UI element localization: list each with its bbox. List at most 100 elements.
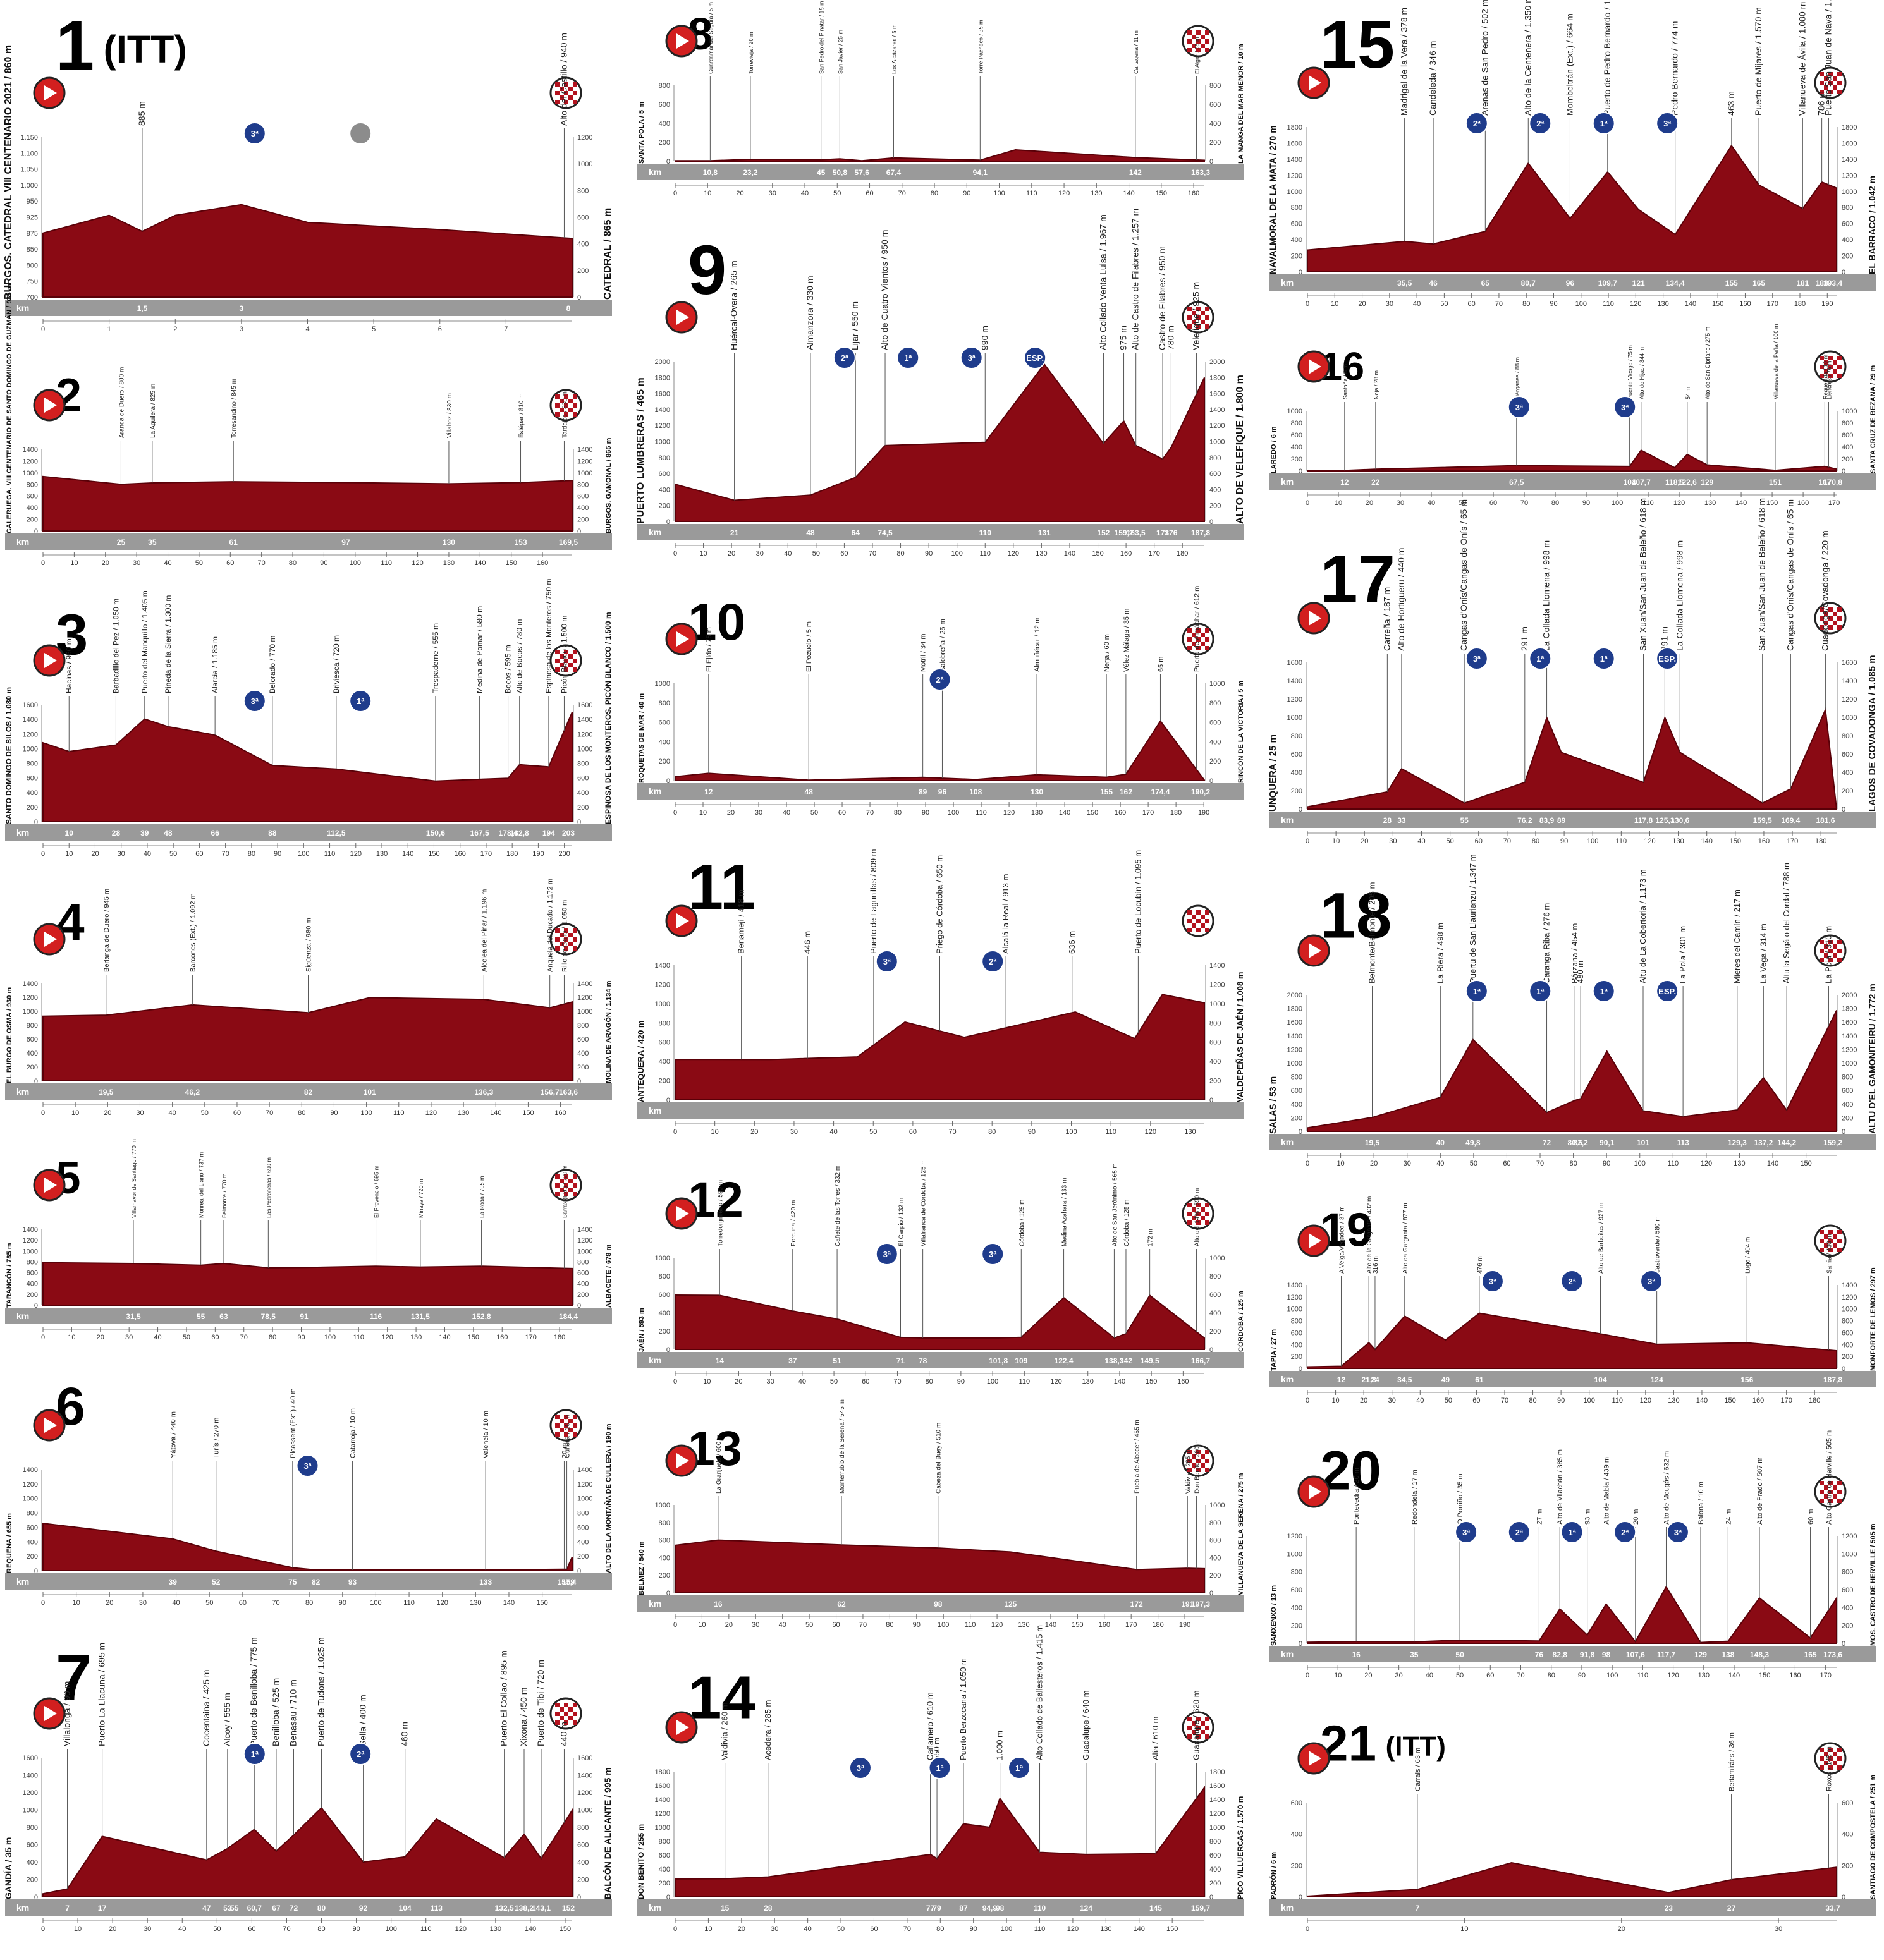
x-axis-tick-label: 190: [1198, 809, 1209, 817]
start-marker-icon: [1297, 934, 1330, 967]
y-tick-left: 1200: [23, 458, 38, 465]
x-axis-tick-label: 6: [438, 326, 442, 333]
km-mark: 101: [1637, 1138, 1649, 1147]
km-bar-label: km: [1281, 1374, 1294, 1384]
x-axis-tick-label: 70: [859, 1621, 867, 1629]
route-point-label: 460 m: [400, 1722, 410, 1746]
y-tick-right: 400: [1842, 1101, 1853, 1109]
km-bar: [1269, 1134, 1876, 1150]
km-mark: 110: [979, 528, 992, 537]
y-tick-right: 800: [1209, 1273, 1221, 1281]
x-axis-tick-label: 50: [1470, 1160, 1477, 1167]
km-bar: [1269, 473, 1876, 490]
y-tick-right: 1200: [1842, 1294, 1857, 1301]
y-tick-left: 400: [1291, 444, 1302, 451]
y-tick-left: 200: [659, 139, 670, 147]
route-point-label: Alto de Mougás / 632 m: [1663, 1451, 1670, 1525]
x-axis-tick-label: 50: [169, 850, 177, 858]
y-tick-left: 1600: [1287, 140, 1302, 147]
x-axis-tick-label: 130: [1672, 837, 1684, 845]
x-axis-tick-label: 150: [1759, 1672, 1770, 1679]
x-axis-tick-label: 130: [1082, 1378, 1094, 1385]
route-point-label: Cullera / 10 m: [564, 1415, 572, 1458]
x-axis-tick-label: 110: [965, 1621, 976, 1629]
y-tick-right: 600: [1209, 1537, 1221, 1545]
route-point-label: Yátova / 440 m: [169, 1411, 177, 1458]
y-tick-right: 1400: [577, 980, 592, 988]
y-tick-right: 1400: [1842, 1033, 1857, 1040]
x-axis-tick-label: 100: [1065, 1128, 1077, 1136]
x-axis-tick-label: 130: [470, 1599, 481, 1607]
km-mark: 143,1: [532, 1904, 551, 1913]
x-axis-tick-label: 10: [1460, 1925, 1468, 1933]
x-axis-tick-label: 160: [455, 850, 466, 858]
y-tick-right: 200: [1209, 1328, 1221, 1336]
elevation-profile-area: [675, 1294, 1205, 1350]
km-mark: 96: [1566, 279, 1575, 288]
x-axis-tick-label: 40: [172, 1599, 180, 1607]
elevation-profile-area: [42, 997, 573, 1081]
x-axis-tick-label: 150: [1146, 1378, 1157, 1385]
route-point-label: Mieres del Camín / 217 m: [1732, 889, 1742, 983]
km-mark: 137,2: [1754, 1138, 1773, 1147]
km-mark: 91,8: [1580, 1650, 1595, 1659]
x-axis-tick-label: 110: [979, 550, 991, 557]
y-tick-right: 1400: [1842, 156, 1857, 164]
y-tick-left: 200: [1291, 456, 1302, 463]
km-mark: 39: [169, 1578, 178, 1586]
km-mark: 156,7: [541, 1088, 560, 1097]
x-axis-tick-label: 100: [987, 1378, 998, 1385]
finish-location-label: ALTU D'EL GAMONITEIRU / 1.772 m: [1867, 983, 1877, 1134]
stage-panel-9: 9 PUERTO LUMBRERAS / 465 m ALTO DE VELEFIQ…: [635, 209, 1245, 557]
start-location-label: REQUENA / 655 m: [6, 1513, 13, 1573]
route-point-label: Villanueva de la Peña / 100 m: [1773, 324, 1779, 399]
climb-category-badge: 3ª: [1507, 396, 1531, 418]
y-tick-left: 600: [1291, 1586, 1302, 1594]
x-axis-tick-label: 40: [178, 1925, 186, 1933]
x-axis-tick-label: 40: [1416, 1397, 1424, 1404]
y-tick-left: 800: [27, 481, 38, 489]
y-tick-right: 0: [1842, 806, 1845, 813]
y-tick-right: 1400: [1209, 962, 1225, 970]
y-tick-right: 800: [1209, 700, 1221, 707]
km-bar-label: km: [16, 1311, 29, 1321]
y-tick-left: 1400: [23, 1772, 38, 1780]
climb-category-label: 3ª: [251, 129, 259, 138]
x-axis-tick-label: 0: [41, 1334, 45, 1341]
km-mark: 166,7: [1191, 1356, 1210, 1365]
x-axis-tick-label: 10: [699, 550, 707, 557]
y-tick-left: 200: [27, 1064, 38, 1071]
y-tick-right: 1200: [577, 994, 592, 1002]
km-mark: 165: [1752, 279, 1765, 288]
route-point-label: La Collada Llomena / 998 m: [1674, 540, 1684, 651]
km-mark: 82,8: [1553, 1650, 1568, 1659]
x-axis-tick-label: 80: [298, 1109, 305, 1117]
km-mark: 28: [764, 1904, 773, 1913]
y-tick-left: 1200: [23, 1481, 38, 1488]
elevation-profile-area: [675, 720, 1205, 781]
x-axis-tick-label: 150: [1156, 190, 1167, 197]
km-bar: [5, 1573, 612, 1590]
y-tick-right: 200: [1842, 1353, 1853, 1361]
km-mark: 12: [704, 788, 713, 796]
x-axis-tick-label: 40: [1426, 1672, 1433, 1679]
km-mark: 190,2: [1191, 788, 1210, 796]
start-marker-icon: [33, 76, 66, 109]
start-marker-icon: [665, 25, 698, 58]
x-axis-tick-label: 130: [1091, 190, 1102, 197]
km-mark: 40: [1436, 1138, 1445, 1147]
climb-category-label: 1ª: [1536, 654, 1544, 664]
climb-category-badge: 2ª: [833, 346, 856, 369]
x-axis-tick-label: 70: [272, 1599, 279, 1607]
x-axis-tick-label: 30: [756, 550, 764, 557]
km-mark: 89: [919, 788, 927, 796]
x-axis-tick-label: 70: [221, 850, 229, 858]
x-axis-tick-label: 0: [673, 809, 677, 817]
x-axis-tick-label: 40: [779, 1621, 786, 1629]
y-tick-right: 200: [1842, 1622, 1853, 1630]
x-axis-tick-label: 20: [725, 1621, 733, 1629]
y-tick-left: 850: [27, 246, 38, 253]
x-axis-tick-label: 40: [1417, 837, 1425, 845]
km-bar: [5, 1899, 612, 1916]
